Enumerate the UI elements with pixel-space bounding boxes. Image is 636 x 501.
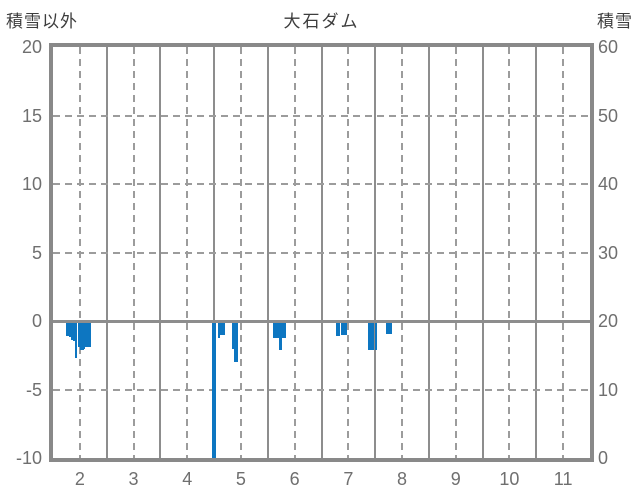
x-tick-label: 4 bbox=[182, 469, 193, 489]
left-tick-label: 0 bbox=[31, 311, 42, 331]
data-bar bbox=[70, 322, 73, 341]
data-bar bbox=[335, 322, 338, 336]
data-bar bbox=[387, 322, 390, 335]
data-bar bbox=[278, 322, 281, 350]
x-tick-label: 5 bbox=[235, 469, 246, 489]
x-tick-label: 7 bbox=[343, 469, 354, 489]
left-tick-label: -10 bbox=[15, 448, 42, 468]
right-tick-label: 60 bbox=[598, 37, 619, 57]
x-tick-label: 6 bbox=[289, 469, 300, 489]
data-bar bbox=[344, 322, 347, 335]
data-bar bbox=[375, 322, 378, 350]
data-bar bbox=[85, 322, 88, 348]
data-bar bbox=[276, 322, 279, 338]
data-bar bbox=[212, 322, 215, 458]
x-tick-label: 10 bbox=[499, 469, 520, 489]
gridline-horizontal bbox=[53, 114, 590, 117]
right-tick-label: 30 bbox=[598, 242, 619, 263]
data-bar bbox=[74, 322, 77, 359]
data-bar bbox=[83, 322, 86, 349]
right-tick-label: 40 bbox=[598, 174, 619, 194]
data-bar bbox=[214, 322, 217, 458]
left-tick-label: -5 bbox=[25, 379, 42, 400]
chart-title: 大石ダム bbox=[283, 12, 360, 31]
right-tick-label: 0 bbox=[598, 448, 609, 468]
data-bar bbox=[217, 322, 220, 338]
data-bar bbox=[341, 322, 344, 335]
data-bar bbox=[232, 322, 235, 349]
x-tick-label: 11 bbox=[553, 469, 573, 489]
data-bar bbox=[87, 322, 90, 348]
left-tick-label: 15 bbox=[21, 105, 42, 126]
data-bar bbox=[385, 322, 388, 335]
right-tick-label: 10 bbox=[598, 379, 619, 400]
data-bar bbox=[221, 322, 224, 335]
right-tick-label: 50 bbox=[598, 105, 619, 126]
data-bar bbox=[223, 322, 226, 335]
data-bar bbox=[79, 322, 82, 350]
data-bar bbox=[219, 322, 222, 335]
data-bar bbox=[65, 322, 68, 337]
gridline-horizontal bbox=[53, 388, 590, 391]
x-tick-label: 3 bbox=[128, 469, 139, 489]
right-tick-label: 20 bbox=[598, 311, 619, 331]
left-axis-title: 積雪以外 bbox=[6, 12, 78, 31]
plot-area bbox=[53, 47, 590, 458]
data-bar bbox=[81, 322, 84, 350]
data-bar bbox=[371, 322, 374, 350]
data-bar bbox=[88, 322, 91, 348]
gridline-horizontal bbox=[53, 251, 590, 254]
data-bar bbox=[280, 322, 283, 350]
data-bar bbox=[283, 322, 286, 338]
left-tick-label: 10 bbox=[21, 174, 42, 194]
x-tick-label: 8 bbox=[397, 469, 408, 489]
left-tick-label: 5 bbox=[31, 242, 42, 263]
data-bar bbox=[273, 322, 276, 338]
data-bar bbox=[282, 322, 285, 338]
data-bar bbox=[337, 322, 340, 336]
data-bar bbox=[369, 322, 372, 350]
data-bar bbox=[275, 322, 278, 338]
zero-axis-line bbox=[53, 319, 590, 323]
x-tick-label: 9 bbox=[450, 469, 461, 489]
data-bar bbox=[235, 322, 238, 363]
data-bar bbox=[368, 322, 371, 350]
data-bar bbox=[67, 322, 70, 337]
data-bar bbox=[69, 322, 72, 337]
right-axis-title: 積雪 bbox=[597, 12, 633, 31]
gridline-horizontal bbox=[53, 183, 590, 185]
x-tick-label: 2 bbox=[74, 469, 85, 489]
left-tick-label: 20 bbox=[21, 37, 42, 57]
data-bar bbox=[343, 322, 346, 335]
data-bar bbox=[389, 322, 392, 335]
data-bar bbox=[72, 322, 75, 341]
data-bar bbox=[233, 322, 236, 363]
data-bar bbox=[78, 322, 81, 348]
